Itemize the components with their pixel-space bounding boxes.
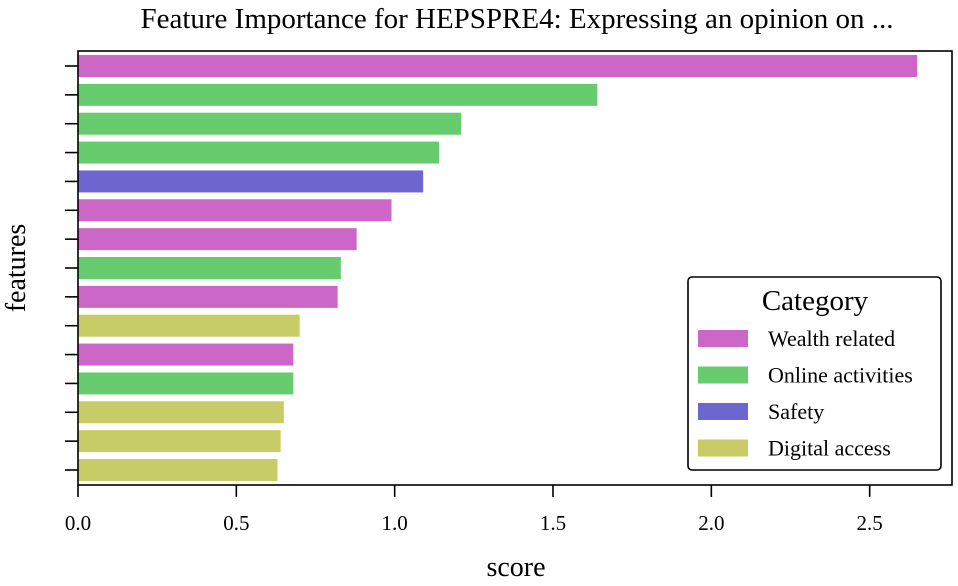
legend-swatch [698,330,748,347]
bar [78,199,392,222]
x-axis-label: score [486,552,545,583]
bar [78,401,284,424]
bar [78,314,300,337]
x-tick-label: 1.5 [540,511,566,535]
y-ticks [65,65,78,471]
legend-swatch [698,403,748,420]
bar [78,430,281,453]
bar [78,372,294,395]
bar [78,141,439,164]
legend: Category Wealth related Online activities… [687,276,942,471]
x-tick-label: 0.5 [223,511,249,535]
bar [78,343,294,366]
bar [78,55,918,77]
bar-group [78,55,918,481]
y-axis-label: features [1,224,32,313]
x-tick-label: 2.0 [698,511,724,535]
legend-label: Online activities [768,363,913,388]
x-tick-label: 2.5 [857,511,883,535]
legend-label: Wealth related [768,326,895,351]
legend-label: Safety [768,399,824,424]
bar [78,459,278,481]
bar [78,228,357,251]
chart-title: Feature Importance for HEPSPRE4: Express… [140,3,893,35]
legend-label: Digital access [768,436,891,461]
bar [78,112,462,135]
x-tick-label: 0.0 [65,511,91,535]
bar [78,257,341,279]
bar [78,170,424,193]
legend-box [687,276,942,471]
bar [78,285,338,308]
legend-swatch [698,366,748,384]
bar [78,83,598,106]
legend-swatch [698,439,748,457]
legend-items: Wealth related Online activities Safety Dig… [698,326,913,461]
legend-title: Category [762,285,869,317]
x-tick-label: 1.0 [382,511,408,535]
x-ticks: 0.0 0.5 1.0 1.5 2.0 2.5 [65,485,883,535]
